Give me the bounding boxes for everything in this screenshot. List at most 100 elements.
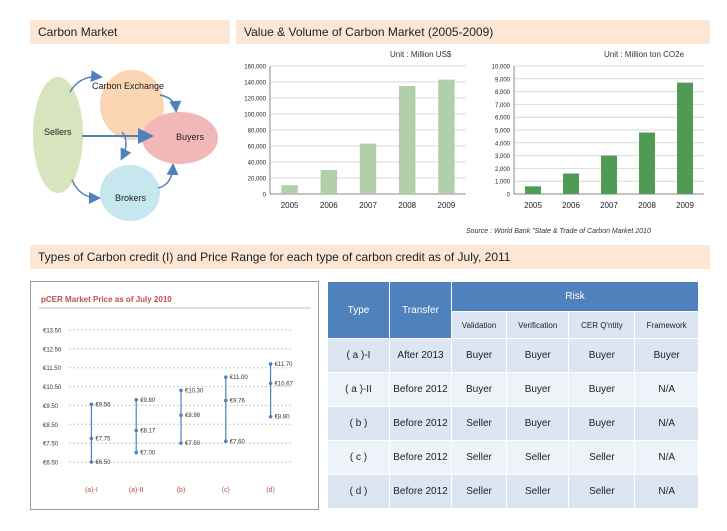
- arrow-sellers-exchange: [69, 70, 103, 93]
- cell-quantity: Buyer: [568, 406, 636, 441]
- volume-ytick: 4,000: [495, 141, 511, 147]
- value-bar: [320, 170, 338, 194]
- exchange-node: [100, 70, 164, 140]
- cell-framework: N/A: [634, 474, 699, 509]
- cell-verification: Buyer: [506, 372, 570, 407]
- pcer-data-label: €8.98: [185, 413, 201, 419]
- table-row: ( d ) Before 2012 Seller Seller Seller N…: [327, 474, 699, 509]
- cell-framework: N/A: [634, 440, 699, 475]
- pcer-point: [134, 428, 138, 433]
- cell-transfer: After 2013: [389, 338, 452, 373]
- cell-type: ( d ): [327, 474, 390, 509]
- pcer-xtick: (a)-II: [129, 487, 144, 494]
- pcer-ytick: €10.50: [43, 385, 62, 391]
- cell-type: ( b ): [327, 406, 390, 441]
- volume-ytick: 2,000: [495, 167, 511, 173]
- value-ytick: 80,000: [248, 129, 267, 135]
- arrow-sellers-brokers: [71, 179, 101, 204]
- volume-ytick: 6,000: [495, 116, 511, 122]
- cell-verification: Seller: [506, 440, 570, 475]
- pcer-point: [268, 414, 273, 419]
- brokers-node: [100, 165, 160, 221]
- risk-table: Type Transfer Risk Validation Verificati…: [327, 281, 699, 509]
- value-volume-header: Value & Volume of Carbon Market (2005-20…: [236, 20, 710, 44]
- table-row: ( a )-II Before 2012 Buyer Buyer Buyer N…: [327, 372, 699, 407]
- pcer-point: [224, 439, 228, 444]
- pcer-data-label: €9.80: [140, 398, 156, 404]
- types-header: Types of Carbon credit (I) and Price Ran…: [30, 245, 710, 269]
- brokers-label: Brokers: [115, 193, 147, 203]
- cell-validation: Seller: [450, 406, 508, 441]
- pcer-title: pCER Market Price as of July 2010: [41, 295, 172, 304]
- value-chart: 0 20,000 40,000 60,000 80,000 100,000 120,000 1…: [244, 65, 466, 210]
- exchange-label: Carbon Exchange: [92, 81, 164, 91]
- pcer-ytick: €6.50: [43, 461, 59, 467]
- value-xtick: 2008: [398, 201, 416, 210]
- pcer-data-label: €11.70: [275, 362, 294, 368]
- pcer-point: [89, 402, 94, 407]
- volume-bar: [639, 132, 655, 194]
- cell-transfer: Before 2012: [389, 440, 452, 475]
- pcer-ytick: €12.50: [43, 347, 62, 353]
- volume-unit: Unit : Million ton CO2e: [604, 50, 685, 59]
- value-xtick: 2007: [359, 201, 377, 210]
- th-risk: Risk: [451, 281, 699, 312]
- cell-quantity: Seller: [568, 440, 636, 475]
- pcer-point: [179, 388, 183, 393]
- value-ytick: 60,000: [248, 145, 267, 151]
- pcer-point: [179, 441, 183, 445]
- pcer-point: [89, 436, 94, 441]
- arrow-exchange-buyers: [159, 94, 182, 113]
- volume-xtick: 2007: [600, 201, 618, 210]
- pcer-point: [224, 375, 228, 379]
- pcer-data-label: €11.00: [230, 375, 249, 381]
- pcer-chart: pCER Market Price as of July 2010 €13.50 €…: [39, 295, 311, 494]
- pcer-data-label: €7.50: [185, 441, 201, 447]
- pcer-data-label: €9.56: [95, 402, 111, 408]
- value-ytick: 120,000: [244, 97, 266, 103]
- pcer-ytick: €11.50: [43, 366, 62, 372]
- volume-bar: [525, 186, 541, 194]
- sellers-node: [33, 77, 83, 193]
- table-row: ( a )-I After 2013 Buyer Buyer Buyer Buy…: [327, 338, 699, 373]
- carbon-market-diagram: Sellers Carbon Exchange Buyers Brokers: [33, 70, 218, 221]
- pcer-point: [268, 362, 273, 366]
- value-ytick: 100,000: [244, 113, 266, 119]
- volume-xtick: 2008: [638, 201, 656, 210]
- th-transfer: Transfer: [389, 281, 452, 339]
- table-row: ( c ) Before 2012 Seller Seller Seller N…: [327, 440, 699, 475]
- carbon-market-header: Carbon Market: [30, 20, 230, 44]
- cell-framework: N/A: [634, 372, 699, 407]
- pcer-point: [268, 381, 273, 386]
- pcer-ytick: €9.50: [43, 404, 59, 410]
- volume-ytick: 9,000: [495, 77, 511, 83]
- volume-ytick: 1,000: [495, 180, 511, 186]
- volume-ytick: 8,000: [495, 90, 511, 96]
- volume-ytick: 7,000: [495, 103, 511, 109]
- pcer-data-label: €9.76: [230, 399, 246, 405]
- volume-ytick: 5,000: [495, 129, 511, 135]
- cell-transfer: Before 2012: [389, 372, 452, 407]
- value-ytick: 0: [263, 193, 267, 199]
- cell-transfer: Before 2012: [389, 406, 452, 441]
- cell-verification: Buyer: [506, 338, 570, 373]
- pcer-data-label: €8.17: [140, 429, 156, 435]
- buyers-label: Buyers: [176, 132, 205, 142]
- value-unit: Unit : Million US$: [390, 50, 452, 59]
- pcer-ytick: €8.50: [43, 423, 59, 429]
- pcer-point: [179, 413, 183, 418]
- volume-chart: 0 1,000 2,000 3,000 4,000 5,000 6,000 7,000 8,00…: [492, 65, 704, 210]
- cell-quantity: Buyer: [568, 372, 636, 407]
- pcer-xtick: (c): [222, 487, 230, 494]
- value-bar: [398, 86, 416, 194]
- pcer-data-label: €8.90: [275, 415, 291, 421]
- volume-xtick: 2006: [562, 201, 580, 210]
- source-note: Source : World Bank "State & Trade of Ca…: [466, 228, 651, 235]
- cell-validation: Seller: [450, 474, 508, 509]
- pcer-data-label: €10.30: [185, 388, 204, 394]
- value-ytick: 160,000: [244, 65, 266, 71]
- cell-validation: Buyer: [450, 372, 508, 407]
- pcer-point: [134, 450, 138, 455]
- value-ytick: 20,000: [248, 177, 267, 183]
- pcer-ytick: €13.50: [43, 329, 62, 335]
